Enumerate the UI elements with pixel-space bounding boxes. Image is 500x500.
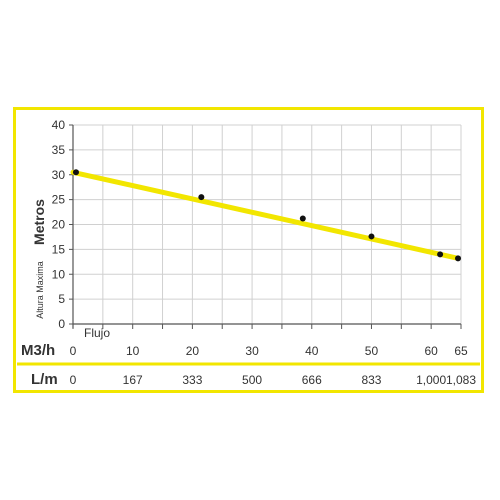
y-axis-title-metros: Metros <box>31 199 47 245</box>
axis-layer <box>17 124 480 366</box>
y-tick-label: 10 <box>52 267 66 281</box>
lm-tick-label: 0 <box>70 373 77 387</box>
label-layer: Metros Altura Maxima Flujo M3/h L/m 0 5 10… <box>21 118 476 388</box>
y-tick-label: 15 <box>52 242 66 256</box>
lm-tick-label: 1,000 <box>416 373 446 387</box>
data-point <box>455 255 462 262</box>
curve-line <box>70 169 461 261</box>
data-point <box>299 215 306 222</box>
lm-tick-label: 333 <box>182 373 202 387</box>
data-point <box>72 169 79 176</box>
data-point <box>437 251 444 258</box>
m3h-tick-label: 60 <box>424 344 438 358</box>
grid-layer <box>73 124 462 324</box>
lm-row-title: L/m <box>31 371 58 388</box>
lm-tick-label: 1,083 <box>446 373 476 387</box>
m3h-tick-label: 10 <box>126 344 140 358</box>
flujo-label: Flujo <box>84 326 110 340</box>
m3h-tick-label: 50 <box>365 344 379 358</box>
y-tick-label: 25 <box>52 193 66 207</box>
m3h-row-title: M3/h <box>21 342 55 359</box>
y-axis-title-altura: Altura Maxima <box>35 261 45 319</box>
m3h-tick-label: 65 <box>454 344 468 358</box>
y-tick-label: 35 <box>52 143 66 157</box>
lm-tick-label: 500 <box>242 373 262 387</box>
m3h-tick-label: 20 <box>186 344 200 358</box>
m3h-tick-label: 40 <box>305 344 319 358</box>
chart-frame <box>13 107 484 393</box>
y-tick-label: 20 <box>52 218 66 232</box>
data-point <box>198 194 205 201</box>
y-tick-label: 40 <box>52 118 66 132</box>
y-tick-label: 30 <box>52 168 66 182</box>
lm-tick-label: 167 <box>123 373 143 387</box>
lm-tick-label: 666 <box>302 373 322 387</box>
lm-tick-label: 833 <box>361 373 381 387</box>
y-tick-label: 0 <box>58 317 65 331</box>
y-tick-label: 5 <box>58 292 65 306</box>
series-layer <box>70 169 462 262</box>
data-point <box>368 233 375 240</box>
m3h-tick-label: 30 <box>245 344 259 358</box>
m3h-tick-label: 0 <box>70 344 77 358</box>
